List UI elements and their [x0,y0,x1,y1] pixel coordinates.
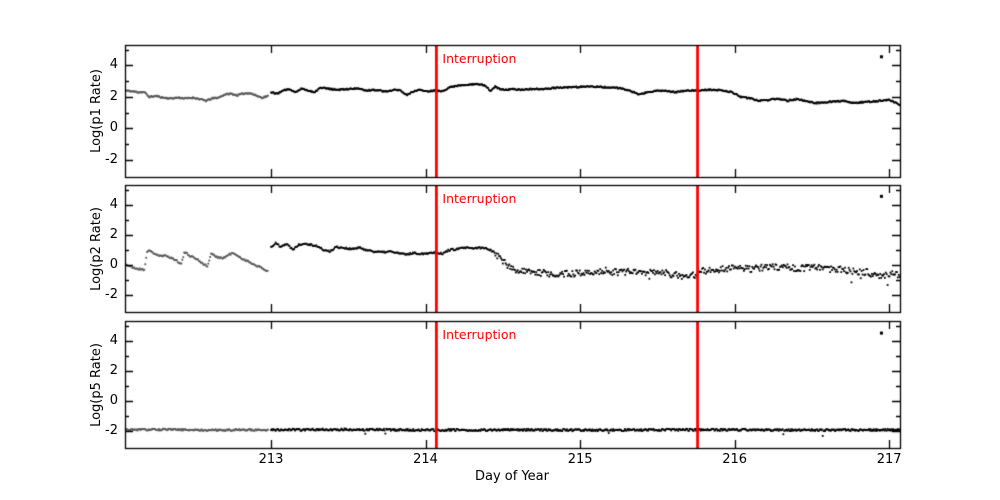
y-tick-label: 4 [109,57,118,73]
y-axis-label-panel-2: Log(p2 Rate) [89,206,104,291]
y-tick-label: 0 [109,393,118,409]
interruption-annotation: Interruption [442,51,517,66]
x-tick-label: 217 [876,452,902,467]
x-tick-label: 213 [258,452,284,467]
interruption-annotation: Interruption [442,191,517,206]
y-tick-label: 4 [109,332,118,348]
y-tick-label: -2 [105,151,118,167]
interruption-annotation: Interruption [442,327,517,342]
y-axis-label-panel-1: Log(p1 Rate) [89,69,104,153]
x-axis-title: Day of Year [475,469,549,484]
y-tick-label: 2 [109,362,118,378]
y-tick-label: 2 [109,88,118,104]
y-tick-label: 4 [109,196,118,212]
y-tick-label: -2 [105,423,118,439]
x-tick-label: 216 [722,452,748,467]
y-axis-label-panel-3: Log(p5 Rate) [89,342,104,427]
y-tick-label: 2 [109,226,118,242]
y-tick-label: 0 [109,257,118,273]
x-tick-label: 214 [413,452,438,467]
y-tick-label: -2 [105,287,118,303]
x-tick-label: 215 [567,452,593,467]
y-tick-label: 0 [109,120,118,136]
